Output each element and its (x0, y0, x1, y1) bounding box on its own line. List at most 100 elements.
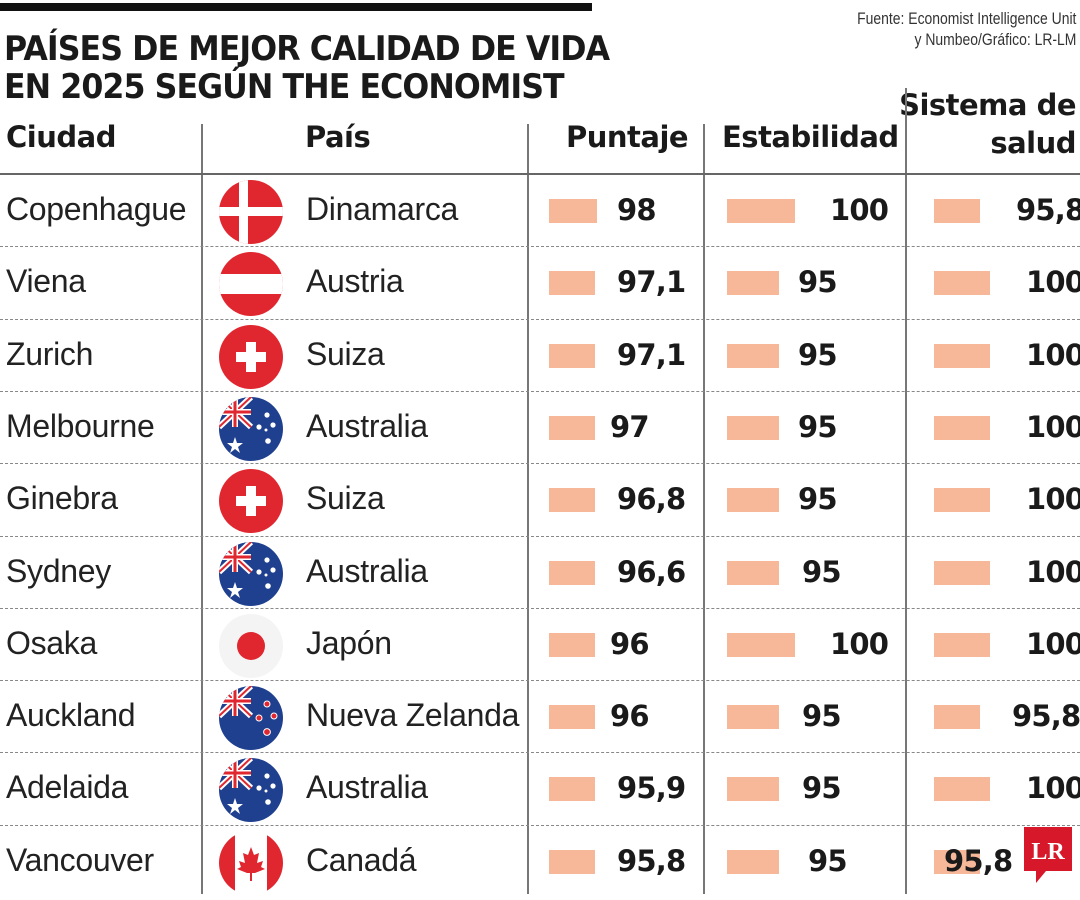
page-title: PAÍSES DE MEJOR CALIDAD DE VIDA EN 2025 … (4, 29, 610, 106)
table-row: Melbourne Australia 97 95 100 (0, 392, 1080, 464)
puntaje-value: 96,8 (617, 482, 686, 517)
salud-bar (934, 849, 980, 874)
table-row: Sydney Australia 96,6 95 100 (0, 537, 1080, 609)
city-name: Sydney (6, 552, 111, 589)
puntaje-bar (549, 271, 595, 296)
country-name: Japón (306, 624, 392, 661)
row-separator (0, 535, 1080, 537)
switzerland-flag-icon (219, 469, 283, 534)
estabilidad-bar (727, 849, 779, 874)
japan-flag-icon (219, 613, 283, 678)
title-line-1: PAÍSES DE MEJOR CALIDAD DE VIDA (4, 29, 610, 69)
city-name: Adelaida (6, 769, 129, 806)
australia-flag-icon (219, 541, 283, 606)
salud-value: 100 (1026, 482, 1080, 517)
puntaje-value: 96 (610, 699, 650, 734)
estabilidad-bar (727, 343, 779, 368)
city-name: Ginebra (6, 480, 118, 517)
salud-bar (934, 199, 980, 223)
estabilidad-bar (727, 560, 779, 585)
country-name: Austria (306, 263, 404, 300)
source-line-1: Fuente: Economist Intelligence Unit (856, 9, 1076, 28)
salud-bar (934, 488, 990, 513)
header-salud-line-1: Sistema de (899, 88, 1076, 122)
puntaje-bar (549, 632, 595, 657)
column-divider (201, 124, 203, 894)
table-row: Adelaida Australia 95,9 95 100 (0, 753, 1080, 825)
header-salud-line-2: salud (990, 126, 1076, 160)
salud-value: 95,8 (944, 843, 1013, 878)
estabilidad-value: 100 (830, 626, 889, 661)
city-name: Zurich (6, 335, 94, 372)
new-zealand-flag-icon (219, 686, 283, 751)
table-row: Vancouver Canadá 95,8 95 95,8 (0, 826, 1080, 898)
row-separator (0, 318, 1080, 320)
salud-value: 100 (1026, 554, 1080, 589)
header-puntaje: Puntaje (566, 120, 689, 154)
header-pais: País (305, 120, 371, 154)
estabilidad-value: 95 (802, 699, 842, 734)
estabilidad-bar (727, 777, 779, 802)
country-name: Australia (306, 552, 428, 589)
country-name: Canadá (306, 841, 417, 878)
city-name: Viena (6, 263, 86, 300)
salud-bar (934, 343, 990, 368)
salud-bar (934, 415, 990, 440)
puntaje-bar (549, 343, 595, 368)
header-estabilidad: Estabilidad (722, 120, 899, 154)
country-name: Suiza (306, 480, 385, 517)
salud-value: 95,8 (1012, 699, 1080, 734)
salud-value: 95,8 (1016, 193, 1080, 227)
estabilidad-value: 95 (798, 482, 838, 517)
estabilidad-value: 95 (802, 771, 842, 806)
puntaje-bar (549, 849, 595, 874)
column-divider (527, 124, 529, 894)
estabilidad-value: 95 (808, 843, 848, 878)
row-separator (0, 752, 1080, 754)
table-row: Zurich Suiza 97,1 95 100 (0, 320, 1080, 392)
estabilidad-value: 95 (802, 554, 842, 589)
salud-value: 100 (1026, 337, 1080, 372)
column-divider (905, 88, 907, 894)
puntaje-bar (549, 199, 597, 223)
country-name: Dinamarca (306, 191, 459, 227)
country-name: Australia (306, 407, 428, 444)
puntaje-value: 95,8 (617, 843, 686, 878)
header-separator (0, 173, 1080, 175)
puntaje-value: 97,1 (617, 265, 686, 300)
table-row: Ginebra Suiza 96,8 95 100 (0, 464, 1080, 536)
estabilidad-value: 95 (798, 409, 838, 444)
header-ciudad: Ciudad (6, 120, 116, 154)
salud-value: 100 (1026, 626, 1080, 661)
row-separator (0, 246, 1080, 248)
country-name: Australia (306, 769, 428, 806)
puntaje-value: 98 (617, 193, 657, 227)
salud-value: 100 (1026, 409, 1080, 444)
estabilidad-value: 95 (798, 337, 838, 372)
puntaje-value: 96 (610, 626, 650, 661)
estabilidad-value: 100 (830, 193, 889, 227)
estabilidad-bar (727, 488, 779, 513)
puntaje-value: 97 (610, 409, 650, 444)
puntaje-bar (549, 777, 595, 802)
salud-bar (934, 777, 990, 802)
estabilidad-bar (727, 705, 779, 730)
puntaje-bar (549, 415, 595, 440)
header-sistema-salud: Sistema de salud (899, 86, 1076, 162)
salud-value: 100 (1026, 265, 1080, 300)
puntaje-bar (549, 488, 595, 513)
estabilidad-bar (727, 199, 795, 223)
country-name: Nueva Zelanda (306, 697, 520, 734)
top-rule (0, 3, 592, 11)
estabilidad-value: 95 (798, 265, 838, 300)
city-name: Vancouver (6, 841, 154, 878)
puntaje-bar (549, 705, 595, 730)
column-divider (703, 124, 705, 894)
denmark-flag-icon (219, 180, 283, 244)
table-row: Auckland Nueva Zelanda 96 95 95,8 (0, 681, 1080, 753)
estabilidad-bar (727, 632, 795, 657)
row-separator (0, 607, 1080, 609)
row-separator (0, 680, 1080, 682)
estabilidad-bar (727, 415, 779, 440)
table-row: Osaka Japón 96 100 100 (0, 609, 1080, 681)
